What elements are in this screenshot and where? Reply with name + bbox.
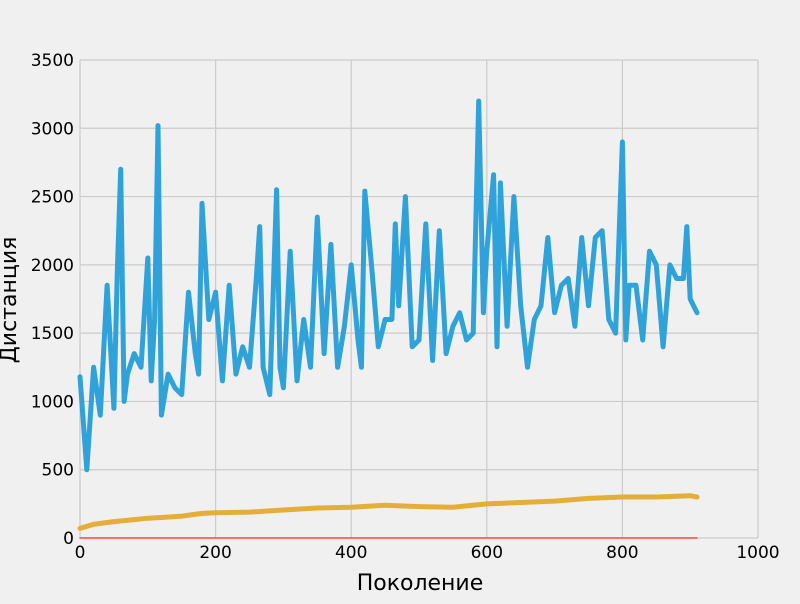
- grid: [79, 59, 759, 539]
- tick-labels: 0 500 1000 1500 2000 2500 3000 3500 0 200 400 600 80…: [31, 51, 780, 563]
- y-tick-label: 2000: [31, 256, 74, 276]
- x-axis-label: Поколение: [357, 571, 484, 596]
- y-tick-label: 3000: [31, 119, 74, 139]
- y-tick-label: 0: [63, 529, 74, 549]
- series-line-1: [77, 98, 700, 473]
- y-tick-label: 1500: [31, 324, 74, 344]
- series-line-2: [77, 493, 700, 531]
- x-tick-label: 200: [199, 543, 231, 563]
- x-tick-label: 400: [335, 543, 367, 563]
- y-tick-label: 3500: [31, 51, 74, 71]
- series-layer: [77, 98, 700, 539]
- x-tick-label: 1000: [736, 543, 779, 563]
- x-tick-label: 600: [471, 543, 503, 563]
- x-tick-label: 0: [75, 543, 86, 563]
- y-tick-label: 2500: [31, 188, 74, 208]
- x-tick-label: 800: [606, 543, 638, 563]
- y-tick-label: 1000: [31, 392, 74, 412]
- y-tick-label: 500: [42, 461, 74, 481]
- y-axis-label: Дистанция: [0, 237, 22, 364]
